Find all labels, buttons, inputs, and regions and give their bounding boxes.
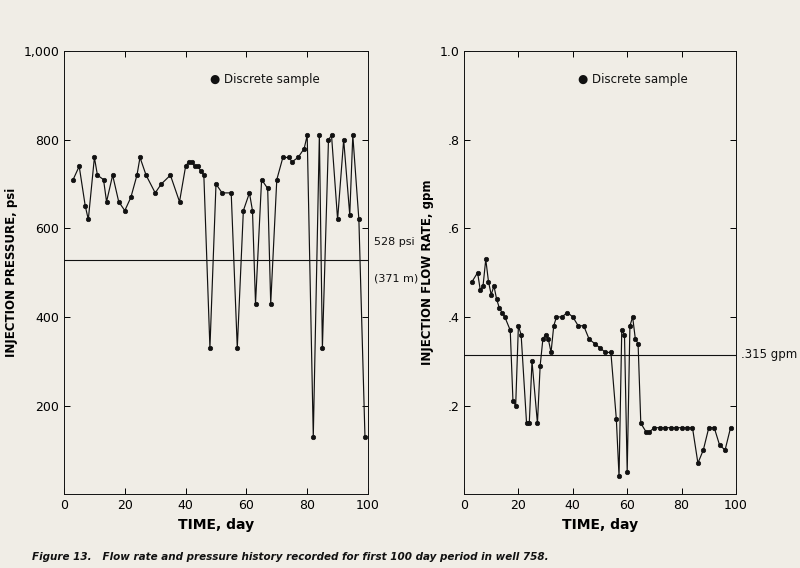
Y-axis label: INJECTION FLOW RATE, gpm: INJECTION FLOW RATE, gpm [421, 180, 434, 365]
Text: ● Discrete sample: ● Discrete sample [578, 73, 688, 86]
Text: .315 gpm: .315 gpm [742, 348, 798, 361]
X-axis label: TIME, day: TIME, day [178, 517, 254, 532]
Text: 528 psi: 528 psi [374, 237, 414, 247]
Y-axis label: INJECTION PRESSURE, psi: INJECTION PRESSURE, psi [5, 188, 18, 357]
X-axis label: TIME, day: TIME, day [562, 517, 638, 532]
Text: ● Discrete sample: ● Discrete sample [210, 73, 320, 86]
Text: (371 m): (371 m) [374, 274, 418, 283]
Text: Figure 13.   Flow rate and pressure history recorded for first 100 day period in: Figure 13. Flow rate and pressure histor… [32, 552, 549, 562]
